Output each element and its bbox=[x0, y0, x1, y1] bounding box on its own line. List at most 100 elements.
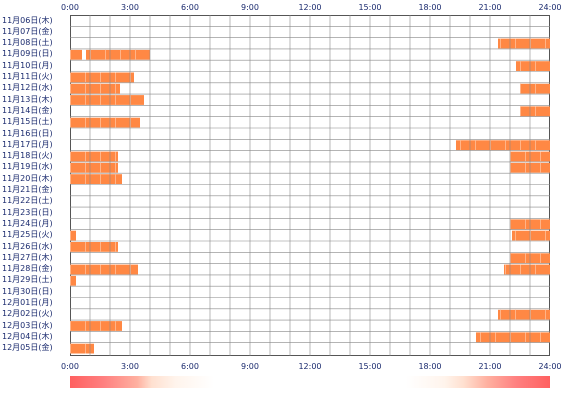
hours_top-label: 15:00 bbox=[358, 3, 382, 12]
hours_bottom-label: 15:00 bbox=[358, 362, 382, 371]
activity-bar-stripe bbox=[85, 343, 86, 354]
activity-bar bbox=[70, 95, 144, 105]
activity-bar-stripe bbox=[490, 140, 491, 151]
activity-bar-stripe bbox=[515, 38, 516, 49]
activity-bar-stripe bbox=[70, 174, 71, 184]
day-label: 11月08日(土) bbox=[2, 38, 53, 48]
activity-bar bbox=[498, 38, 550, 49]
hours_top-label: 3:00 bbox=[121, 3, 139, 12]
activity-bar-stripe bbox=[525, 332, 526, 343]
activity-bar-stripe bbox=[505, 140, 506, 151]
activity-bar-stripe bbox=[130, 264, 131, 275]
hours_top-label: 12:00 bbox=[298, 3, 322, 12]
activity-bar-stripe bbox=[70, 162, 71, 173]
day-label: 11月14日(金) bbox=[2, 105, 53, 115]
activity-bar-stripe bbox=[115, 242, 116, 252]
activity-bar-stripe bbox=[540, 162, 541, 173]
activity-bar-stripe bbox=[85, 151, 86, 162]
activity-bar-stripe bbox=[520, 61, 521, 71]
activity-bar-stripe bbox=[535, 106, 536, 117]
day-label: 11月13日(木) bbox=[2, 94, 53, 104]
activity-bar-stripe bbox=[70, 275, 71, 286]
activity-bar-stripe bbox=[530, 309, 531, 320]
activity-bar-stripe bbox=[85, 72, 86, 83]
hours_top-label: 24:00 bbox=[538, 3, 562, 12]
activity-bar-stripe bbox=[70, 242, 71, 252]
hours_bottom-label: 18:00 bbox=[418, 362, 442, 371]
activity-grid bbox=[70, 15, 550, 356]
activity-bar bbox=[456, 140, 550, 151]
day-label: 12月01日(月) bbox=[2, 298, 53, 307]
activity-bar-stripe bbox=[475, 140, 476, 151]
activity-bar-stripe bbox=[120, 49, 121, 60]
activity-bar-stripe bbox=[115, 72, 116, 83]
activity-bar-stripe bbox=[100, 162, 101, 173]
day-label: 11月19日(水) bbox=[2, 162, 53, 172]
activity-bar bbox=[70, 242, 118, 252]
activity-bar bbox=[70, 275, 76, 286]
activity-bar-stripe bbox=[540, 253, 541, 264]
activity-bar-stripe bbox=[100, 174, 101, 184]
activity-bar-stripe bbox=[520, 140, 521, 151]
activity-bar-stripe bbox=[515, 309, 516, 320]
activity-bar bbox=[86, 49, 150, 60]
activity-bar bbox=[476, 332, 550, 343]
activity-bar-stripe bbox=[535, 140, 536, 151]
activity-bar bbox=[70, 72, 134, 83]
day-label: 11月22日(土) bbox=[2, 196, 53, 206]
hours_bottom-label: 12:00 bbox=[298, 362, 322, 371]
hours_bottom-label: 6:00 bbox=[181, 362, 199, 371]
activity-bar-stripe bbox=[115, 174, 116, 184]
activity-bar-stripe bbox=[540, 219, 541, 230]
day-label: 11月23日(日) bbox=[2, 207, 53, 217]
activity-bar bbox=[70, 162, 118, 173]
day-label: 11月29日(土) bbox=[2, 275, 53, 285]
activity-bar-stripe bbox=[510, 219, 511, 230]
hours_top-label: 18:00 bbox=[418, 3, 442, 12]
day-label: 12月03日(水) bbox=[2, 320, 53, 330]
activity-bar-stripe bbox=[70, 95, 71, 105]
activity-bar-stripe bbox=[525, 162, 526, 173]
hours_top-label: 21:00 bbox=[478, 3, 502, 12]
activity-bar-stripe bbox=[525, 151, 526, 162]
hours_bottom-label: 3:00 bbox=[121, 362, 139, 371]
activity-bar-stripe bbox=[505, 264, 506, 275]
activity-bar bbox=[498, 309, 550, 320]
day-label: 11月09日(日) bbox=[2, 49, 53, 59]
day-label: 11月24日(月) bbox=[2, 218, 53, 228]
activity-bar-stripe bbox=[530, 230, 531, 241]
day-label: 11月11日(火) bbox=[2, 72, 53, 81]
hours_bottom-label: 24:00 bbox=[538, 362, 562, 371]
activity-bar bbox=[504, 264, 550, 275]
day-label: 11月16日(日) bbox=[2, 128, 53, 138]
activity-bar-stripe bbox=[135, 49, 136, 60]
day-label: 12月04日(木) bbox=[2, 331, 53, 341]
activity-bar-stripe bbox=[520, 83, 521, 94]
activity-bar-stripe bbox=[115, 264, 116, 275]
activity-bar-stripe bbox=[70, 321, 71, 331]
activity-bar-stripe bbox=[500, 38, 501, 49]
activity-bar-stripe bbox=[130, 95, 131, 105]
day-label: 11月18日(火) bbox=[2, 151, 53, 161]
activity-bar-stripe bbox=[545, 38, 546, 49]
day-label: 11月30日(日) bbox=[2, 286, 53, 296]
activity-bar-stripe bbox=[535, 61, 536, 71]
day-label: 11月26日(水) bbox=[2, 241, 53, 251]
activity-bar-stripe bbox=[70, 49, 71, 60]
day-label: 11月17日(月) bbox=[2, 139, 53, 149]
activity-bar-stripe bbox=[115, 162, 116, 173]
activity-bar-stripe bbox=[70, 117, 71, 128]
activity-bar-stripe bbox=[115, 151, 116, 162]
day-label: 11月21日(金) bbox=[2, 185, 53, 194]
activity-bar-stripe bbox=[85, 174, 86, 184]
activity-bar-stripe bbox=[510, 253, 511, 264]
activity-bar-stripe bbox=[70, 343, 71, 354]
day-label: 11月06日(木) bbox=[2, 15, 53, 25]
day-label: 11月12日(水) bbox=[2, 83, 53, 93]
hours_top-label: 0:00 bbox=[61, 3, 79, 12]
activity-bar-stripe bbox=[460, 140, 461, 151]
activity-bar bbox=[70, 83, 120, 94]
activity-bar-stripe bbox=[100, 83, 101, 94]
day-label: 11月20日(木) bbox=[2, 173, 53, 183]
activity-bar-stripe bbox=[500, 309, 501, 320]
